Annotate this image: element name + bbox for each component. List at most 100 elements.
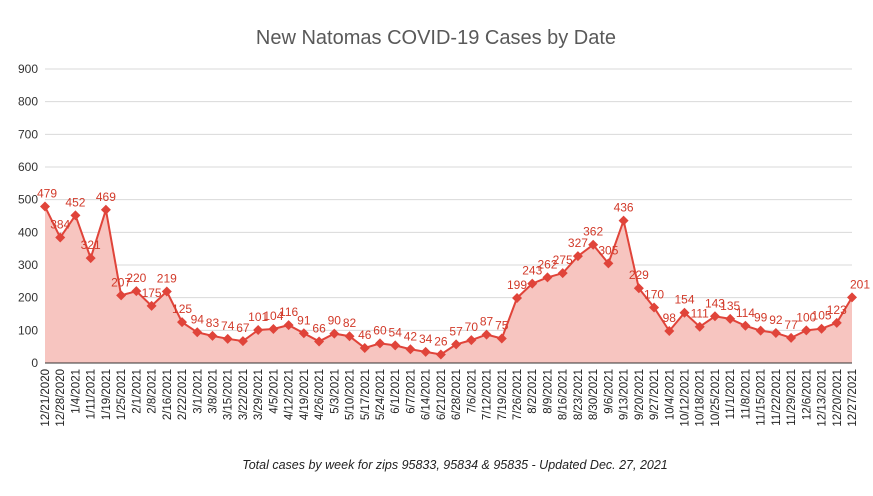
x-tick-label: 1/4/2021 <box>70 369 82 414</box>
data-label: 34 <box>419 332 433 346</box>
data-label: 105 <box>812 309 832 323</box>
data-label: 321 <box>81 238 101 252</box>
data-label: 99 <box>754 311 768 325</box>
x-tick-label: 11/1/2021 <box>725 369 737 419</box>
data-label: 123 <box>827 303 847 317</box>
data-point <box>192 327 203 338</box>
x-tick-label: 6/21/2021 <box>436 369 448 420</box>
x-tick-label: 1/25/2021 <box>116 369 128 420</box>
x-tick-label: 8/2/2021 <box>527 369 539 414</box>
x-tick-label: 4/19/2021 <box>299 369 311 420</box>
x-tick-label: 3/22/2021 <box>238 369 250 420</box>
data-point <box>177 317 188 328</box>
data-label: 219 <box>157 271 177 285</box>
y-tick-label: 600 <box>18 160 38 174</box>
data-point <box>70 210 81 221</box>
x-tick-label: 2/22/2021 <box>177 369 189 420</box>
data-label: 262 <box>537 257 557 271</box>
data-label: 94 <box>191 312 205 326</box>
data-label: 60 <box>373 323 387 337</box>
y-tick-label: 0 <box>31 356 38 370</box>
data-label: 42 <box>404 329 418 343</box>
data-label: 82 <box>343 316 357 330</box>
data-label: 101 <box>248 310 268 324</box>
data-point <box>359 342 370 353</box>
data-label: 92 <box>769 313 783 327</box>
x-tick-label: 6/7/2021 <box>405 369 417 414</box>
data-markers <box>40 201 857 360</box>
x-tick-label: 9/27/2021 <box>649 369 661 420</box>
data-label: 175 <box>142 286 162 300</box>
x-tick-label: 2/16/2021 <box>162 369 174 420</box>
data-point <box>466 335 477 346</box>
x-tick-label: 9/6/2021 <box>603 369 615 414</box>
data-point <box>831 317 842 328</box>
x-tick-label: 1/11/2021 <box>86 369 98 419</box>
x-axis-ticks: 12/21/2020 12/28/2020 1/4/2021 1/11/2021 1/1… <box>40 369 859 427</box>
data-point <box>557 268 568 279</box>
data-label: 83 <box>206 316 220 330</box>
x-tick-label: 10/4/2021 <box>664 369 676 420</box>
y-tick-label: 400 <box>18 225 38 239</box>
data-point <box>572 251 583 262</box>
y-tick-label: 200 <box>18 291 38 305</box>
data-point <box>283 320 294 331</box>
data-point <box>786 332 797 343</box>
data-point <box>481 329 492 340</box>
data-label: 362 <box>583 225 603 239</box>
x-tick-label: 9/13/2021 <box>619 369 631 420</box>
data-point <box>268 324 279 335</box>
data-label: 201 <box>850 277 870 291</box>
data-point <box>55 232 66 243</box>
x-tick-label: 7/26/2021 <box>512 369 524 420</box>
x-tick-label: 4/26/2021 <box>314 369 326 420</box>
gridlines <box>45 68 852 331</box>
data-label: 57 <box>449 324 463 338</box>
data-point <box>755 325 766 336</box>
data-label: 87 <box>480 315 494 329</box>
data-point <box>207 330 218 341</box>
x-tick-label: 6/14/2021 <box>421 369 433 420</box>
data-point <box>649 302 660 313</box>
data-label: 327 <box>568 236 588 250</box>
x-tick-label: 12/28/2020 <box>55 369 67 427</box>
data-point <box>85 253 96 264</box>
data-label: 70 <box>465 320 479 334</box>
data-point <box>603 258 614 269</box>
x-tick-label: 8/23/2021 <box>573 369 585 420</box>
data-point <box>374 338 385 349</box>
data-point <box>451 339 462 350</box>
data-label: 67 <box>236 321 250 335</box>
data-label: 90 <box>328 314 342 328</box>
data-label: 74 <box>221 319 235 333</box>
data-point <box>664 325 675 336</box>
x-tick-label: 12/13/2021 <box>817 369 829 427</box>
data-label: 229 <box>629 268 649 282</box>
x-tick-label: 4/5/2021 <box>268 369 280 414</box>
data-label: 384 <box>50 218 70 232</box>
data-label: 135 <box>720 299 740 313</box>
x-tick-label: 12/6/2021 <box>801 369 813 420</box>
x-tick-label: 8/16/2021 <box>558 369 570 420</box>
x-tick-label: 5/10/2021 <box>345 369 357 420</box>
x-tick-label: 6/28/2021 <box>451 369 463 420</box>
x-tick-label: 3/8/2021 <box>207 369 219 414</box>
x-tick-label: 2/8/2021 <box>147 369 159 414</box>
x-tick-label: 5/3/2021 <box>329 369 341 414</box>
y-tick-label: 900 <box>18 62 38 76</box>
data-label: 91 <box>297 313 311 327</box>
data-label: 77 <box>784 318 798 332</box>
data-point <box>679 307 690 318</box>
x-tick-label: 7/12/2021 <box>482 369 494 420</box>
data-point <box>298 328 309 339</box>
data-point <box>222 333 233 344</box>
data-label: 116 <box>279 305 298 319</box>
data-label: 26 <box>434 335 448 349</box>
y-tick-label: 700 <box>18 127 38 141</box>
y-tick-label: 500 <box>18 193 38 207</box>
data-point <box>816 323 827 334</box>
data-point <box>100 204 111 215</box>
data-label: 199 <box>507 278 527 292</box>
x-tick-label: 4/12/2021 <box>284 369 296 420</box>
